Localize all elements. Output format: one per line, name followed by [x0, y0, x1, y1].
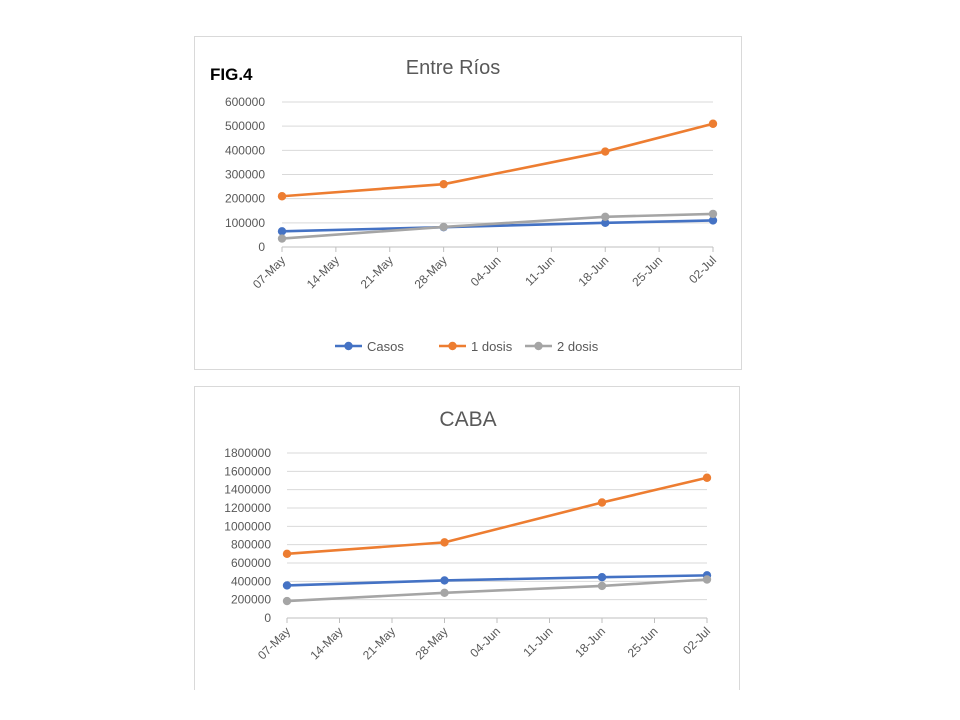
y-tick-label: 400000: [231, 574, 271, 588]
data-point-1-dosis: [440, 538, 449, 547]
data-point-2-dosis: [702, 575, 712, 584]
y-tick-label: 500000: [225, 119, 265, 133]
x-tick-label: 18-Jun: [576, 253, 612, 289]
caba-line-chart: CABA 0 200000 400000 600000 800000 1000000 1200…: [224, 408, 713, 662]
y-tick-label: 1000000: [224, 519, 271, 533]
chart-title: Entre Ríos: [406, 57, 500, 79]
x-tick-label: 11-Jun: [522, 253, 557, 288]
data-point-1-dosis: [277, 192, 287, 201]
y-tick-label: 200000: [225, 192, 265, 206]
series-line-1-dosis: [281, 122, 714, 198]
x-tick-label: 04-Jun: [468, 253, 504, 289]
y-tick-label: 0: [258, 240, 265, 254]
x-tick-label: 14-May: [307, 624, 345, 662]
y-tick-label: 1200000: [224, 501, 271, 515]
x-tick-label: 21-May: [360, 624, 398, 662]
chart-panel-caba: CABA 0 200000 400000 600000 800000 1000000 1200…: [194, 386, 740, 690]
data-point-1-dosis: [708, 119, 718, 128]
legend-marker-casos: [344, 341, 353, 351]
y-tick-label: 1600000: [224, 464, 271, 478]
x-tick-label: 11-Jun: [520, 624, 555, 659]
data-point-2-dosis: [440, 588, 449, 597]
y-tick-label: 1400000: [224, 483, 271, 497]
data-point-casos: [597, 573, 607, 582]
data-point-2-dosis: [282, 596, 292, 606]
data-point-2-dosis: [277, 234, 287, 243]
chart-title: CABA: [439, 408, 496, 431]
x-tick-label: 02-Jul: [680, 624, 713, 657]
chart-panel-entre-rios: FIG.4 Entre Ríos 0 100000 200000 300000 40000…: [194, 36, 742, 370]
data-point-1-dosis: [601, 147, 610, 156]
x-tick-label: 02-Jul: [686, 253, 719, 286]
y-tick-label: 1800000: [224, 446, 271, 460]
series-line-2-dosis: [281, 212, 714, 240]
series-line-casos: [286, 574, 708, 587]
x-tick-label: 25-Jun: [625, 624, 661, 660]
legend-marker-1-dosis: [448, 341, 457, 351]
series-line-casos: [281, 219, 714, 233]
series-line-1-dosis: [286, 476, 708, 556]
x-tick-label: 07-May: [250, 253, 288, 291]
legend-label-casos: Casos: [367, 339, 404, 354]
legend-label-2-dosis: 2 dosis: [557, 339, 599, 354]
y-tick-label: 200000: [231, 593, 271, 607]
x-tick-label: 18-Jun: [572, 624, 608, 660]
legend-label-1-dosis: 1 dosis: [471, 339, 513, 354]
data-point-2-dosis: [597, 581, 607, 591]
y-tick-label: 300000: [225, 168, 265, 182]
y-tick-label: 100000: [225, 216, 265, 230]
data-point-2-dosis: [601, 212, 610, 221]
x-tick-label: 28-May: [412, 253, 450, 291]
x-tick-label: 25-Jun: [629, 253, 665, 289]
x-tick-label: 21-May: [358, 253, 396, 291]
y-tick-label: 400000: [225, 143, 265, 157]
data-point-2-dosis: [439, 222, 448, 232]
data-point-1-dosis: [597, 498, 607, 507]
y-tick-label: 0: [264, 611, 271, 625]
data-point-1-dosis: [439, 179, 448, 189]
data-point-casos: [708, 216, 718, 225]
y-tick-label: 600000: [231, 556, 271, 570]
entre-rios-line-chart: Entre Ríos 0 100000 200000 300000 400000 50000…: [225, 57, 719, 354]
data-point-casos: [601, 218, 610, 228]
y-tick-label: 600000: [225, 95, 265, 109]
data-point-casos: [277, 227, 287, 236]
x-tick-label: 14-May: [304, 253, 342, 291]
x-tick-label: 28-May: [412, 624, 450, 662]
data-point-1-dosis: [702, 473, 712, 482]
x-tick-label: 07-May: [255, 624, 293, 662]
data-point-casos: [440, 576, 449, 585]
data-point-1-dosis: [282, 549, 292, 559]
data-point-casos: [282, 581, 292, 590]
x-tick-label: 04-Jun: [467, 624, 503, 660]
figure-label: FIG.4: [210, 65, 253, 84]
legend-marker-2-dosis: [534, 341, 543, 351]
data-point-2-dosis: [708, 209, 718, 219]
series-line-2-dosis: [286, 578, 708, 603]
y-tick-label: 800000: [231, 538, 271, 552]
